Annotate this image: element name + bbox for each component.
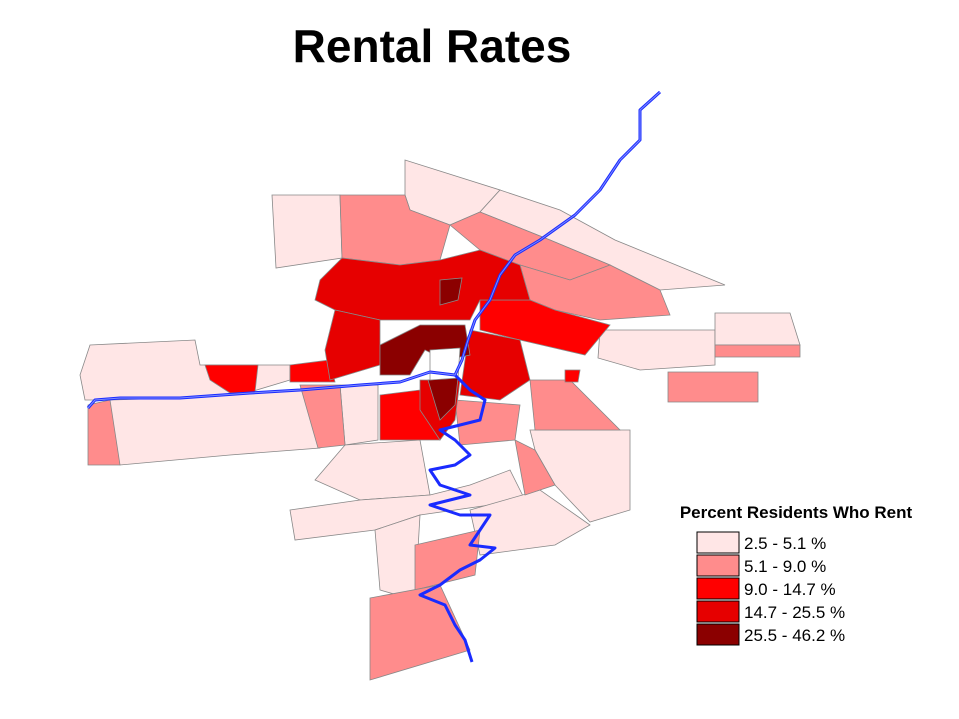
legend-label: 25.5 - 46.2 %	[744, 626, 845, 645]
region	[314, 249, 531, 321]
legend-swatch	[696, 554, 740, 577]
region	[454, 399, 521, 446]
region	[667, 371, 759, 403]
region	[299, 384, 346, 449]
region	[374, 514, 421, 601]
legend-swatch	[696, 600, 740, 623]
legend-swatch	[696, 623, 740, 646]
region	[529, 379, 621, 431]
region	[479, 299, 611, 356]
legend-label: 2.5 - 5.1 %	[744, 534, 826, 553]
region	[339, 384, 379, 446]
region	[271, 194, 343, 269]
legend-title: Percent Residents Who Rent	[680, 503, 913, 522]
legend-label: 9.0 - 14.7 %	[744, 580, 836, 599]
region	[87, 399, 121, 466]
legend-swatch	[696, 577, 740, 600]
region	[597, 329, 716, 371]
map-title: Rental Rates	[293, 20, 572, 72]
river	[87, 91, 661, 409]
region	[459, 329, 531, 401]
region	[714, 312, 801, 346]
region	[289, 359, 336, 383]
legend-label: 5.1 - 9.0 %	[744, 557, 826, 576]
region	[324, 309, 381, 381]
region	[99, 389, 321, 466]
river	[418, 373, 497, 663]
regions	[79, 159, 801, 681]
region	[369, 584, 471, 681]
legend-label: 14.7 - 25.5 %	[744, 603, 845, 622]
legend-swatch	[696, 531, 740, 554]
region	[414, 529, 481, 591]
region	[439, 277, 463, 306]
region	[289, 469, 526, 541]
region	[314, 439, 431, 501]
region	[514, 439, 556, 496]
legend: 2.5 - 5.1 % 5.1 - 9.0 % 9.0 - 14.7 % 14.7 -…	[696, 531, 845, 646]
region	[564, 369, 581, 383]
region	[714, 344, 801, 358]
